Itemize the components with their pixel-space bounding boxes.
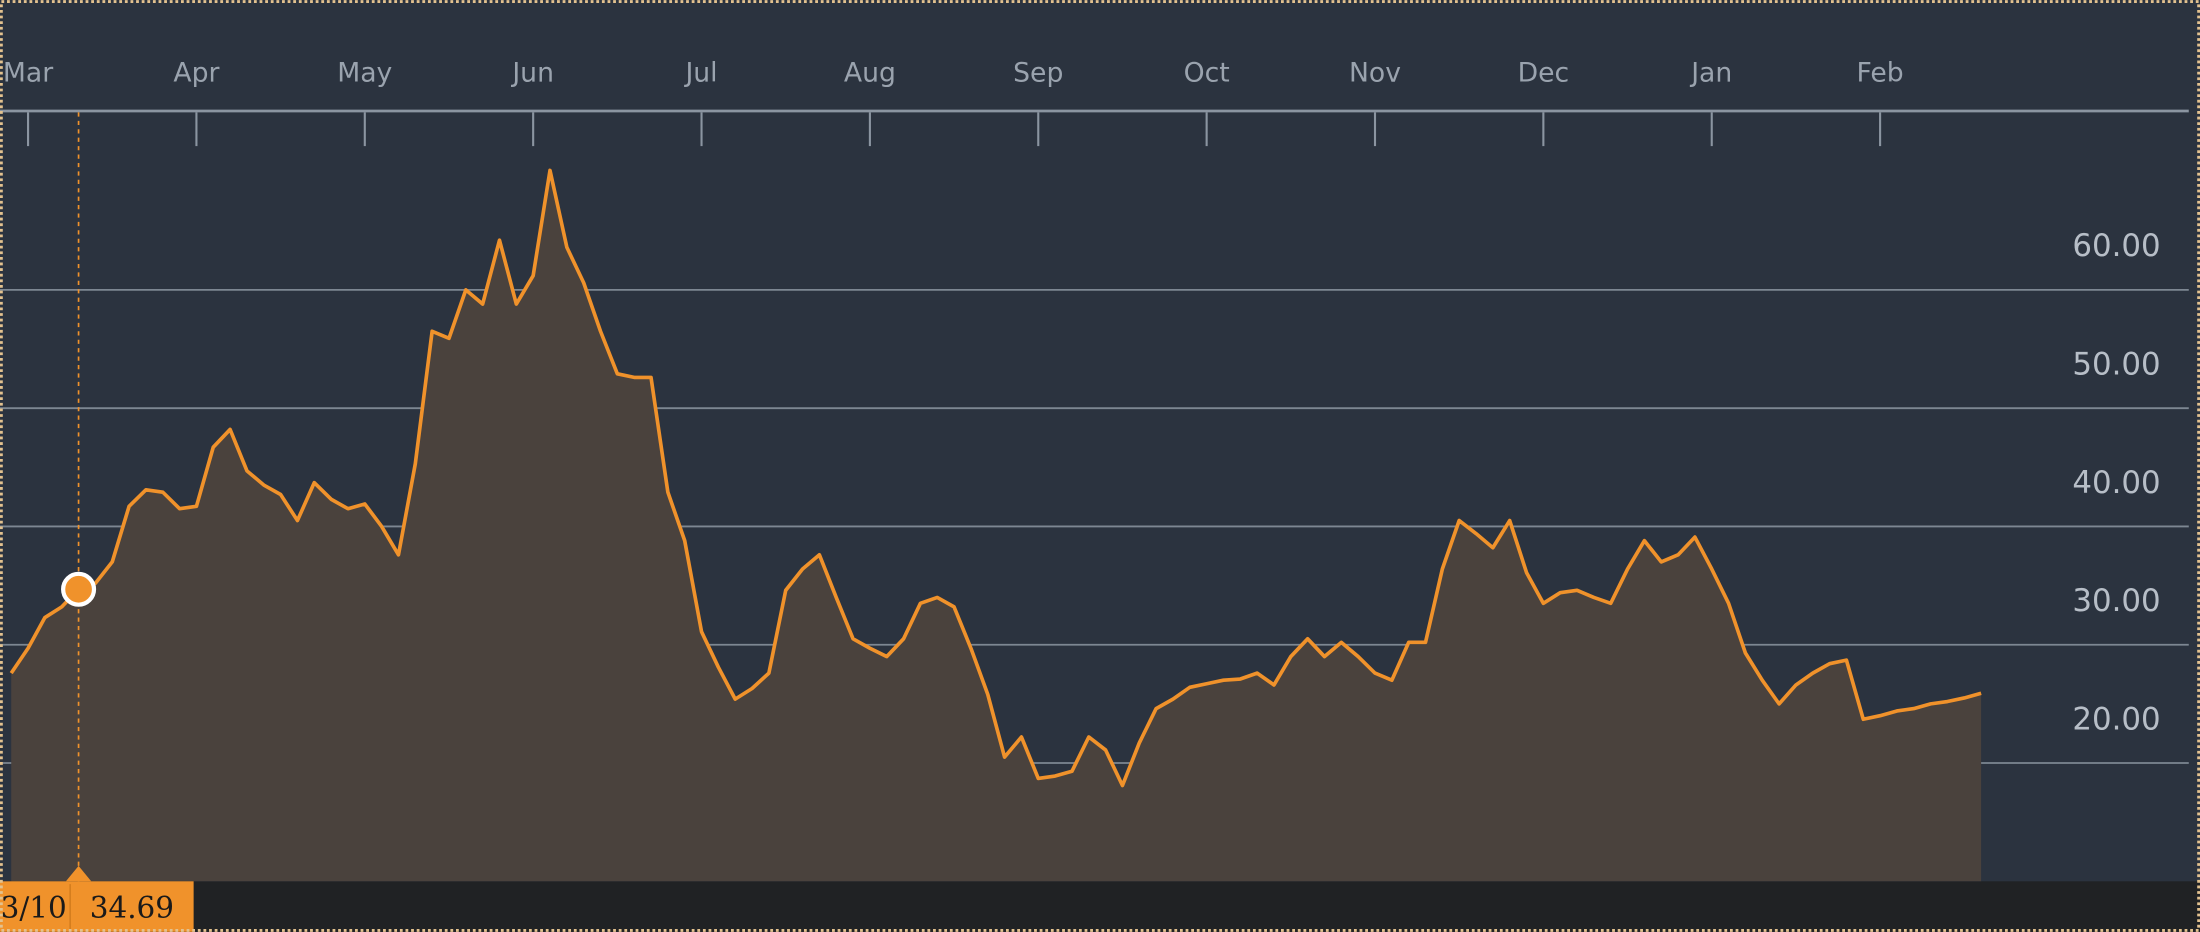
crosshair-pointer [65, 865, 92, 882]
x-tick-label: Jan [1689, 58, 1732, 89]
crosshair-date: 3/10 [1, 891, 67, 925]
y-tick-label: 60.00 [2072, 228, 2160, 264]
footer-bar [0, 881, 2200, 932]
x-tick-label: Oct [1184, 58, 1230, 89]
crosshair-box [0, 881, 194, 932]
price-line [9, 168, 1982, 788]
x-tick-label: Sep [1013, 58, 1063, 89]
area [11, 170, 1982, 882]
crosshair-value: 34.69 [90, 891, 174, 925]
x-tick-label: Nov [1349, 58, 1401, 89]
y-tick-label: 30.00 [2072, 583, 2160, 619]
y-tick-label: 20.00 [2072, 701, 2160, 737]
y-tick-label: 50.00 [2072, 346, 2160, 382]
x-tick-label: Jun [510, 58, 554, 89]
x-tick-label: Feb [1857, 58, 1904, 89]
crosshair-marker [61, 571, 97, 607]
x-tick-label: Mar [3, 58, 53, 89]
x-tick-label: Aug [844, 58, 896, 89]
x-tick-label: May [337, 58, 392, 89]
y-tick-label: 40.00 [2072, 465, 2160, 501]
x-tick-label: Apr [173, 58, 219, 89]
x-tick-label: Jul [683, 58, 717, 89]
x-tick-label: Dec [1518, 58, 1570, 89]
